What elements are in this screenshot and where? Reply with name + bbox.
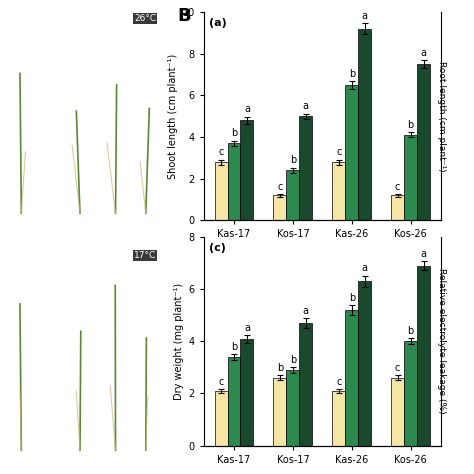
- Y-axis label: Relative electrolyte leakage (%): Relative electrolyte leakage (%): [438, 268, 447, 414]
- Bar: [228, 143, 240, 220]
- Text: c: c: [219, 147, 224, 157]
- Text: (c): (c): [209, 243, 226, 253]
- Bar: [345, 85, 358, 220]
- Text: b: b: [408, 120, 414, 130]
- Text: a: a: [244, 323, 250, 333]
- Y-axis label: Dry weight (mg plant⁻¹): Dry weight (mg plant⁻¹): [174, 283, 184, 400]
- Bar: [300, 116, 312, 220]
- Bar: [358, 282, 371, 446]
- Bar: [417, 64, 430, 220]
- Y-axis label: Root length (cm plant⁻¹): Root length (cm plant⁻¹): [438, 61, 447, 172]
- Text: b: b: [349, 293, 355, 303]
- Bar: [240, 339, 254, 446]
- Text: Kas: Kas: [19, 14, 35, 23]
- Text: b: b: [408, 326, 414, 336]
- Bar: [404, 341, 417, 446]
- Bar: [215, 391, 228, 446]
- Text: B: B: [178, 7, 191, 25]
- Text: (a): (a): [209, 18, 226, 28]
- Bar: [417, 265, 430, 446]
- Text: c: c: [277, 182, 283, 191]
- Text: a: a: [420, 249, 427, 259]
- Text: b: b: [349, 69, 355, 79]
- Bar: [240, 120, 254, 220]
- Bar: [332, 391, 345, 446]
- Bar: [358, 28, 371, 220]
- Bar: [300, 323, 312, 446]
- Text: a: a: [362, 264, 368, 273]
- Y-axis label: Shoot length (cm plant⁻¹): Shoot length (cm plant⁻¹): [168, 54, 178, 179]
- Text: c: c: [219, 377, 224, 387]
- Text: a: a: [244, 104, 250, 114]
- Bar: [273, 378, 286, 446]
- Text: c: c: [336, 147, 341, 157]
- Bar: [215, 162, 228, 220]
- Bar: [391, 378, 404, 446]
- Text: b: b: [290, 155, 296, 165]
- Bar: [345, 310, 358, 446]
- Text: a: a: [420, 48, 427, 58]
- Text: 26°C: 26°C: [134, 14, 156, 23]
- Bar: [404, 135, 417, 220]
- Text: b: b: [277, 363, 283, 373]
- Text: c: c: [336, 377, 341, 387]
- Text: Kos: Kos: [102, 14, 118, 23]
- Text: c: c: [395, 363, 401, 373]
- Text: b: b: [231, 128, 237, 138]
- Bar: [391, 195, 404, 220]
- Bar: [332, 162, 345, 220]
- Text: c: c: [395, 182, 401, 191]
- Text: Kos: Kos: [102, 251, 118, 260]
- Bar: [273, 195, 286, 220]
- Text: Kas: Kas: [19, 251, 35, 260]
- Text: b: b: [290, 355, 296, 365]
- Bar: [286, 170, 300, 220]
- Text: a: a: [303, 306, 309, 316]
- Bar: [286, 370, 300, 446]
- Text: a: a: [303, 101, 309, 111]
- Text: a: a: [362, 11, 368, 21]
- Text: 17°C: 17°C: [134, 251, 156, 260]
- Bar: [228, 357, 240, 446]
- Text: b: b: [231, 342, 237, 352]
